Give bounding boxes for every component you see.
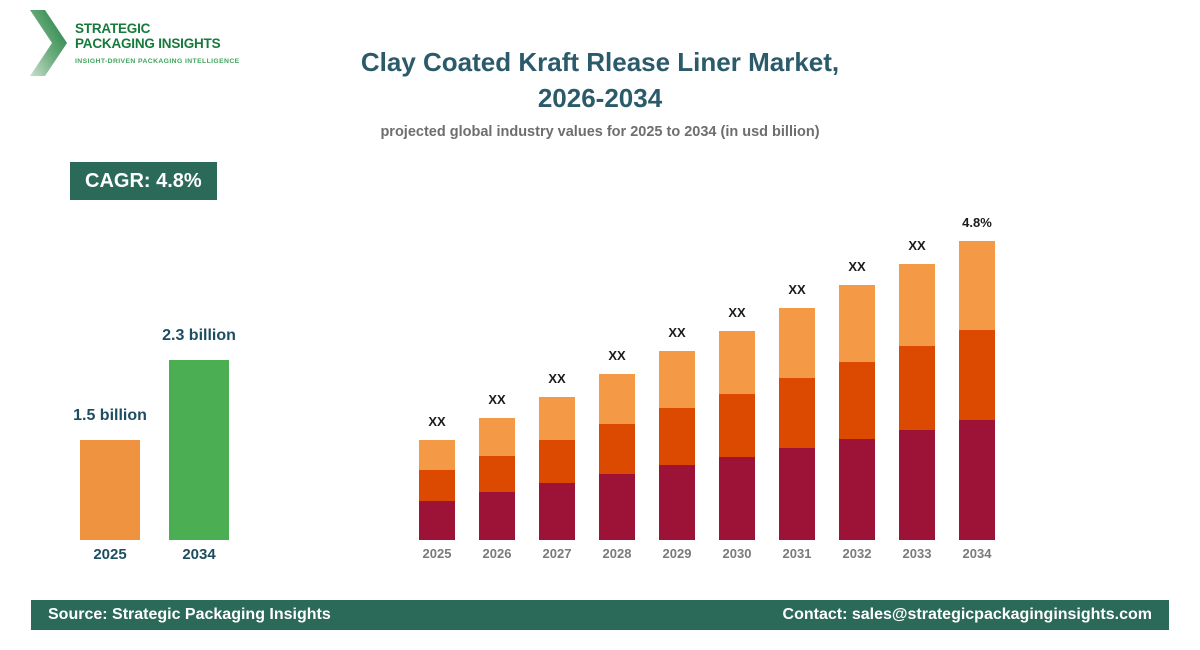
segment-middle — [419, 470, 455, 501]
segment-bottom — [779, 448, 815, 540]
stacked-x-label: 2029 — [662, 546, 692, 561]
page-title: Clay Coated Kraft Rlease Liner Market, 2… — [0, 44, 1200, 116]
stacked-bar-value-label: XX — [548, 371, 566, 386]
summary-bar-column-2025: 1.5 billion 2025 — [73, 407, 147, 563]
stacked-bar-value-label: XX — [788, 282, 806, 297]
segment-middle — [959, 330, 995, 420]
stacked-bar-column-2029: XX 2029 — [647, 325, 707, 561]
segment-middle — [719, 394, 755, 457]
stacked-bar-value-label: XX — [608, 348, 626, 363]
segment-middle — [899, 346, 935, 430]
summary-bar-2025 — [80, 440, 140, 540]
stacked-bar-column-2027: XX 2027 — [527, 371, 587, 561]
segment-bottom — [599, 474, 635, 540]
stacked-bar-column-2033: XX 2033 — [887, 238, 947, 561]
stacked-bar-column-2030: XX 2030 — [707, 305, 767, 561]
summary-value-label: 2.3 billion — [162, 327, 236, 344]
summary-x-label: 2034 — [182, 546, 216, 563]
title-block: Clay Coated Kraft Rlease Liner Market, 2… — [0, 44, 1200, 140]
footer-contact: Contact: sales@strategicpackaginginsight… — [782, 606, 1152, 623]
segment-top — [899, 264, 935, 346]
stacked-bar-value-label: XX — [668, 325, 686, 340]
segment-top — [479, 418, 515, 456]
segment-top — [839, 285, 875, 362]
segment-top — [539, 397, 575, 440]
page-title-line2: 2026-2034 — [537, 83, 663, 113]
logo-line-2: PACKAGING INSIGHTS — [75, 36, 221, 51]
segment-top — [959, 241, 995, 330]
segment-bottom — [479, 492, 515, 540]
segment-middle — [599, 424, 635, 474]
segment-top — [719, 331, 755, 394]
stacked-x-label: 2026 — [482, 546, 512, 561]
stacked-bar-value-label: 4.8% — [962, 215, 992, 230]
stacked-x-label: 2027 — [542, 546, 572, 561]
segment-middle — [659, 408, 695, 465]
stacked-bar-column-2028: XX 2028 — [587, 348, 647, 561]
segment-bottom — [839, 439, 875, 540]
page-title-line1: Clay Coated Kraft Rlease Liner Market, — [360, 47, 840, 77]
summary-value-label: 1.5 billion — [73, 407, 147, 424]
stacked-bar-column-2032: XX 2032 — [827, 259, 887, 561]
segment-top — [419, 440, 455, 470]
summary-bar-2034 — [169, 360, 229, 540]
yearly-stacked-chart: XX 2025 XX 2026 XX 2027 XX 2028 XX 2029 XX 2030 XX 20… — [407, 205, 1007, 561]
stacked-bar-column-2026: XX 2026 — [467, 392, 527, 561]
segment-top — [599, 374, 635, 424]
page-subtitle: projected global industry values for 202… — [380, 124, 820, 140]
footer-bar: Source: Strategic Packaging Insights Con… — [31, 600, 1169, 630]
stacked-bar-column-2034: 4.8% 2034 — [947, 215, 1007, 561]
stacked-x-label: 2031 — [782, 546, 812, 561]
summary-x-label: 2025 — [93, 546, 127, 563]
stacked-bar-column-2025: XX 2025 — [407, 414, 467, 561]
stacked-x-label: 2025 — [422, 546, 452, 561]
logo-chevron-icon — [30, 10, 67, 76]
segment-top — [779, 308, 815, 378]
stacked-x-label: 2028 — [602, 546, 632, 561]
segment-middle — [539, 440, 575, 483]
logo: STRATEGIC PACKAGING INSIGHTS INSIGHT-DRI… — [28, 8, 240, 78]
stacked-bar-column-2031: XX 2031 — [767, 282, 827, 561]
logo-tagline: INSIGHT-DRIVEN PACKAGING INTELLIGENCE — [75, 58, 240, 65]
summary-growth-chart: 1.5 billion 2025 2.3 billion 2034 — [70, 315, 236, 563]
logo-line-1: STRATEGIC — [75, 21, 151, 36]
segment-bottom — [539, 483, 575, 540]
stacked-bar-value-label: XX — [908, 238, 926, 253]
segment-top — [659, 351, 695, 408]
logo-text: STRATEGIC PACKAGING INSIGHTS INSIGHT-DRI… — [75, 8, 240, 78]
stacked-bar-value-label: XX — [428, 414, 446, 429]
stacked-x-label: 2033 — [902, 546, 932, 561]
stacked-x-label: 2032 — [842, 546, 872, 561]
summary-bar-column-2034: 2.3 billion 2034 — [162, 327, 236, 563]
segment-bottom — [659, 465, 695, 540]
segment-middle — [779, 378, 815, 448]
stacked-bar-value-label: XX — [848, 259, 866, 274]
stacked-bar-value-label: XX — [488, 392, 506, 407]
segment-bottom — [899, 430, 935, 540]
stacked-x-label: 2030 — [722, 546, 752, 561]
stacked-x-label: 2034 — [962, 546, 992, 561]
segment-bottom — [959, 420, 995, 540]
cagr-badge: CAGR: 4.8% — [70, 162, 217, 200]
segment-middle — [479, 456, 515, 492]
segment-middle — [839, 362, 875, 439]
stacked-bar-value-label: XX — [728, 305, 746, 320]
segment-bottom — [419, 501, 455, 540]
segment-bottom — [719, 457, 755, 540]
footer-source: Source: Strategic Packaging Insights — [48, 606, 331, 623]
